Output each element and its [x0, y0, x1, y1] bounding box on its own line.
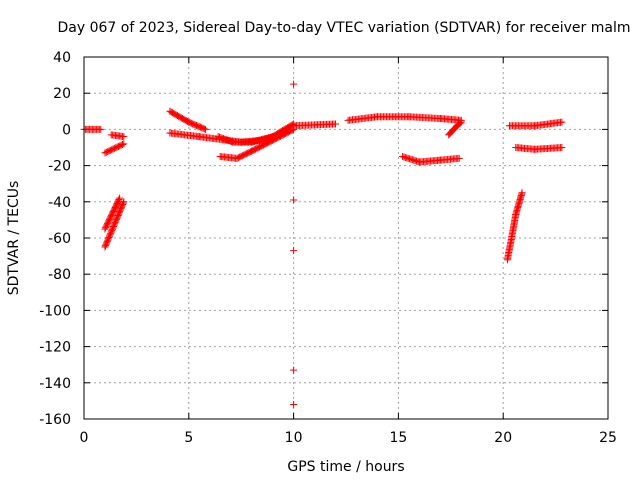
- y-tick-label: -100: [39, 303, 71, 319]
- plot-frame: [83, 56, 609, 420]
- y-tick-label: 20: [53, 86, 71, 102]
- y-tick-label: 0: [62, 122, 71, 138]
- data-point: [456, 119, 464, 127]
- y-tick-label: 40: [53, 50, 71, 66]
- chart-title: Day 067 of 2023, Sidereal Day-to-day VTE…: [58, 20, 631, 36]
- data-point: [290, 366, 298, 374]
- data-point: [120, 133, 128, 141]
- data-point: [115, 196, 123, 204]
- data-point: [288, 126, 296, 134]
- y-tick-label: -60: [48, 231, 71, 247]
- y-tick-label: -120: [39, 340, 71, 356]
- data-point: [97, 125, 105, 133]
- y-tick-label: -140: [39, 376, 71, 392]
- tick-labels: 0 5 10 15 20 25 -160 -140 -120 -100 -80 -60 -40 -20 0 2…: [39, 50, 617, 446]
- data-point: [290, 247, 298, 255]
- data-point: [118, 141, 126, 149]
- data-point: [200, 125, 208, 133]
- y-tick-label: -80: [48, 267, 71, 283]
- x-tick-label: 10: [285, 430, 303, 446]
- y-tick-label: -160: [39, 412, 71, 428]
- y-tick-label: -40: [48, 195, 71, 211]
- x-tick-label: 20: [494, 430, 512, 446]
- data-point: [116, 194, 124, 202]
- y-tick-label: -20: [48, 159, 71, 175]
- data-point: [120, 140, 128, 148]
- x-tick-label: 15: [389, 430, 407, 446]
- data-point: [202, 125, 210, 133]
- data-point: [455, 154, 463, 162]
- x-axis-label: GPS time / hours: [287, 459, 404, 475]
- x-tick-label: 25: [599, 430, 617, 446]
- data-point: [290, 80, 298, 88]
- data-point: [558, 118, 566, 126]
- data-point: [558, 144, 566, 151]
- x-tick-label: 5: [184, 430, 193, 446]
- x-tick-label: 0: [80, 430, 89, 446]
- data-point: [290, 401, 298, 409]
- y-axis-label: SDTVAR / TECUs: [6, 181, 22, 296]
- data-point: [120, 198, 128, 206]
- data-point: [518, 189, 526, 197]
- data-marks: [80, 80, 566, 409]
- data-point: [457, 118, 465, 126]
- data-point: [119, 199, 127, 207]
- grid-lines: [84, 57, 608, 419]
- data-point: [290, 196, 298, 204]
- data-point: [332, 120, 340, 128]
